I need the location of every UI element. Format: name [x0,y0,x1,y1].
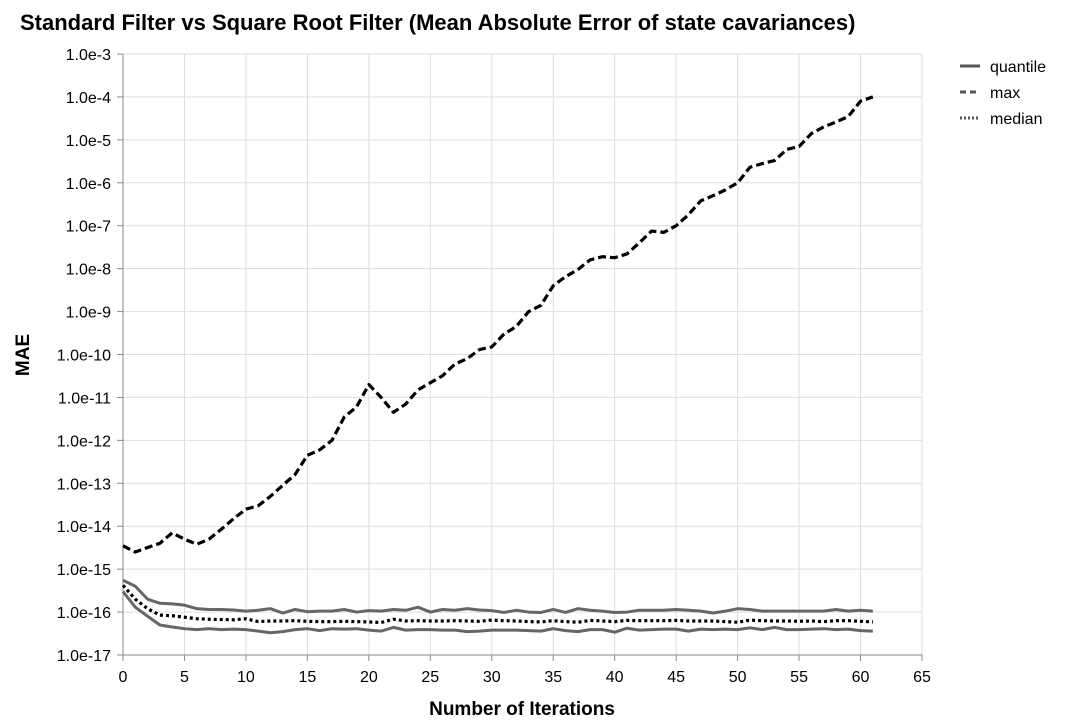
x-tick-label: 25 [421,669,439,686]
y-tick-label: 1.0e-5 [66,133,111,150]
chart-title: Standard Filter vs Square Root Filter (M… [20,10,855,35]
legend-label-max: max [990,85,1020,102]
x-tick-label: 30 [483,669,501,686]
series-line-max [122,95,874,554]
x-tick-label: 35 [544,669,562,686]
y-tick-label: 1.0e-17 [57,648,111,665]
legend-label-quantile: quantile [990,59,1046,76]
series-line-median [121,584,873,625]
x-tick-label: 5 [180,669,189,686]
x-tick-label: 0 [119,669,128,686]
y-tick-label: 1.0e-4 [66,90,111,107]
series-line-quantile [121,590,873,635]
y-tick-label: 1.0e-10 [57,348,111,365]
y-tick-label: 1.0e-8 [66,262,111,279]
y-tick-label: 1.0e-3 [66,47,111,64]
legend: quantile max median [960,59,1046,128]
x-tick-label: 55 [790,669,808,686]
series-layer [121,95,874,635]
y-axis-title: MAE [13,334,34,376]
y-tick-label: 1.0e-12 [57,433,111,450]
series-line-quantile [122,578,873,615]
y-tick-label: 1.0e-9 [66,305,111,322]
y-tick-label: 1.0e-14 [57,519,111,536]
x-tick-label: 40 [606,669,624,686]
axes: 0 5 10 15 20 25 30 35 40 45 50 55 60 65 1.0e-3 1.0e-4 1.… [57,47,931,686]
x-tick-label: 60 [852,669,870,686]
x-tick-label: 45 [667,669,685,686]
y-tick-label: 1.0e-11 [58,390,111,407]
x-axis-title: Number of Iterations [429,699,615,720]
x-tick-label: 65 [913,669,931,686]
x-tick-label: 15 [298,669,316,686]
y-tick-label: 1.0e-13 [57,476,111,493]
x-tick-label: 10 [237,669,255,686]
x-tick-label: 20 [360,669,378,686]
y-tick-label: 1.0e-7 [66,219,111,236]
y-tick-label: 1.0e-16 [57,605,111,622]
legend-label-median: median [990,111,1042,128]
y-tick-label: 1.0e-6 [66,176,111,193]
y-tick-label: 1.0e-15 [57,562,111,579]
x-tick-label: 50 [729,669,747,686]
